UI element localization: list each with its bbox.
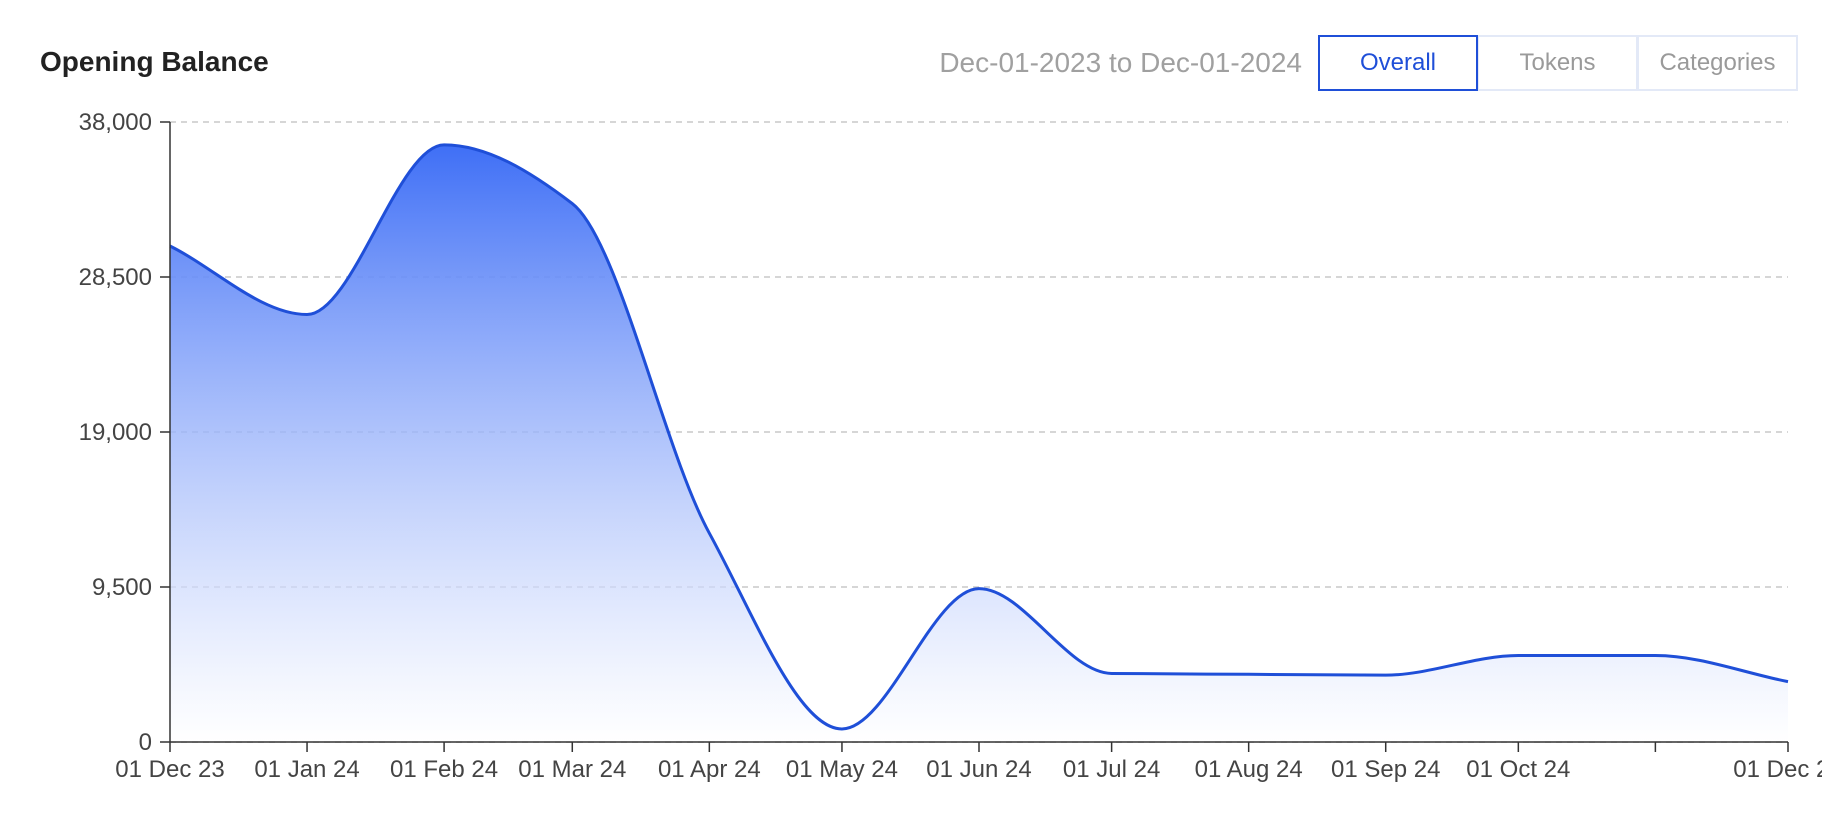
x-tick-label: 01 Sep 24 bbox=[1331, 756, 1440, 783]
y-tick-label: 19,000 bbox=[79, 419, 152, 446]
x-tick-label: 01 Jun 24 bbox=[926, 756, 1031, 783]
x-tick-label: 01 Oct 24 bbox=[1466, 756, 1570, 783]
tab-categories[interactable]: Categories bbox=[1638, 35, 1798, 91]
tab-tokens[interactable]: Tokens bbox=[1478, 35, 1638, 91]
series-area bbox=[170, 144, 1788, 742]
series-line bbox=[169, 143, 1789, 731]
x-tick-label: 01 Aug 24 bbox=[1195, 756, 1303, 783]
x-tick-label: 01 Jan 24 bbox=[254, 756, 359, 783]
x-tick-label: 01 Mar 24 bbox=[518, 756, 626, 783]
x-tick-label: 01 Dec 24 bbox=[1733, 756, 1822, 783]
x-tick-label: 01 Jul 24 bbox=[1063, 756, 1160, 783]
y-tick-label: 9,500 bbox=[92, 574, 152, 601]
x-tick-label: 01 Dec 23 bbox=[115, 756, 224, 783]
y-tick-label: 0 bbox=[139, 729, 152, 756]
x-tick-label: 01 Feb 24 bbox=[390, 756, 498, 783]
y-tick-label: 38,000 bbox=[79, 109, 152, 136]
x-tick-label: 01 May 24 bbox=[786, 756, 898, 783]
date-range-label[interactable]: Dec-01-2023 to Dec-01-2024 bbox=[939, 47, 1302, 78]
tab-overall[interactable]: Overall bbox=[1318, 35, 1478, 91]
chart-title: Opening Balance bbox=[40, 46, 269, 77]
y-tick-label: 28,500 bbox=[79, 264, 152, 291]
view-tabs: Overall Tokens Categories bbox=[1318, 35, 1798, 91]
x-tick-label: 01 Apr 24 bbox=[658, 756, 761, 783]
